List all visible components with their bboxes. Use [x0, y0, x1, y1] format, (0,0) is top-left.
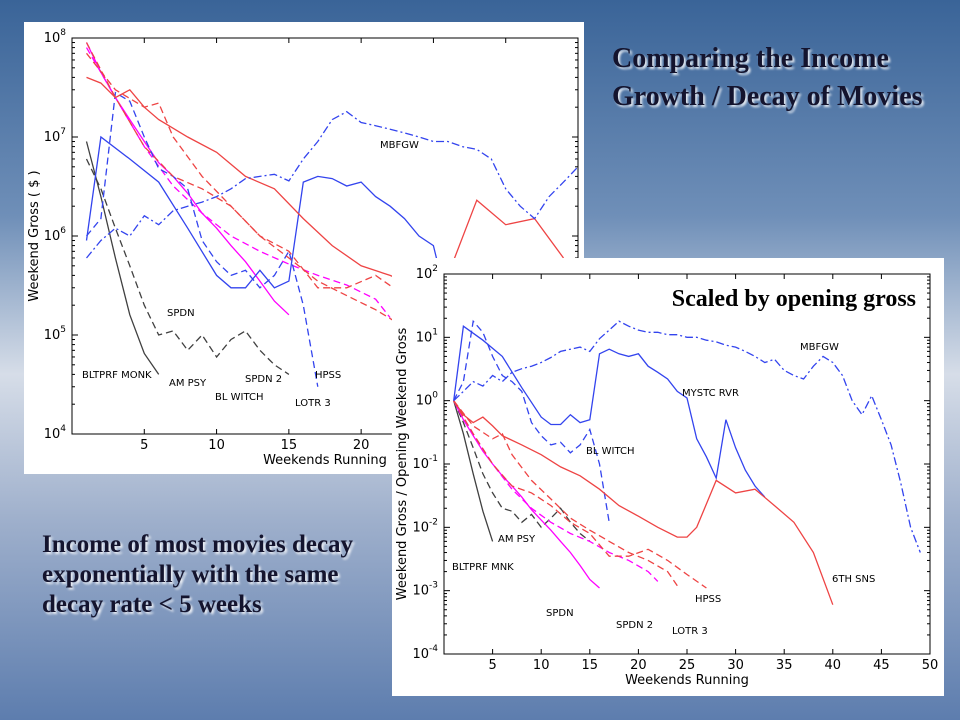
raw-gross-chart: 51015202530104105106107108Weekends Runni… — [27, 28, 579, 468]
y-axis-label: Weekend Gross / Opening Weekend Gross — [395, 328, 410, 601]
x-tick-label: 5 — [488, 658, 496, 673]
scaled-gross-chart-panel: 5 10 15 20 25 30 35 40 45 50 10-4 10-3 10-2 10-1 100 10… — [392, 258, 944, 696]
y-tick-label: 101 — [416, 327, 438, 345]
y-tick-label: 105 — [44, 325, 66, 343]
y-tick-label: 100 — [416, 391, 439, 409]
series-label-spdn-2: SPDN 2 — [616, 620, 653, 631]
x-tick-label: 30 — [727, 658, 744, 673]
y-tick-label: 107 — [44, 127, 66, 145]
series-label-spdn-2: SPDN 2 — [245, 374, 282, 385]
x-tick-label: 10 — [208, 438, 225, 453]
series-line-spdn — [453, 400, 600, 589]
series-label-bl-witch: BL WITCH — [586, 446, 634, 457]
series-label-6th-sns: 6TH SNS — [832, 574, 875, 585]
series-label-mbfgw: MBFGW — [380, 140, 419, 151]
series-label-am-psy: AM PSY — [498, 534, 536, 545]
y-tick-label: 10-1 — [412, 454, 438, 472]
y-tick-label: 108 — [44, 28, 67, 46]
series-label-bltprf-mnk: BLTPRF MNK — [452, 562, 514, 573]
raw-gross-chart-panel: 51015202530104105106107108Weekends Runni… — [24, 22, 584, 474]
x-axis-label: Weekends Running — [263, 453, 387, 468]
series-line-mbfgw — [453, 320, 921, 553]
series-label-hpss: HPSS — [315, 370, 341, 381]
x-tick-label: 40 — [825, 658, 842, 673]
series-label-mbfgw: MBFGW — [800, 342, 839, 353]
y-tick-label: 106 — [44, 226, 67, 244]
series-label-bl-witch: BL WITCH — [215, 392, 263, 403]
series-line-mbfgw — [85, 110, 579, 259]
slide-note: Income of most movies decay exponentiall… — [42, 531, 354, 618]
series-line-6th-sns — [86, 76, 565, 289]
slide-title: Comparing the Income Growth / Decay of M… — [612, 43, 923, 112]
y-tick-label: 104 — [44, 424, 67, 442]
series-line-bl-witch — [453, 319, 610, 523]
x-tick-label: 35 — [776, 658, 793, 673]
x-tick-label: 15 — [582, 658, 599, 673]
series-label-bltprf-monk: BLTPRF MONK — [82, 370, 152, 381]
x-tick-label: 20 — [353, 438, 370, 453]
x-axis-label: Weekends Running — [625, 673, 749, 688]
series-line-am-psy — [85, 158, 290, 375]
series-line-spdn-2 — [85, 47, 391, 319]
chart-subtitle: Scaled by opening gross — [672, 286, 916, 312]
scaled-gross-chart: 5 10 15 20 25 30 35 40 45 50 10-4 10-3 10-2 10-1 100 10… — [395, 264, 939, 688]
series-label-lotr-3: LOTR 3 — [295, 398, 331, 409]
y-tick-label: 102 — [416, 264, 438, 282]
series-label-am-psy: AM PSY — [169, 378, 207, 389]
series-line-bltprf-mnk — [453, 400, 494, 542]
series-label-spdn: SPDN — [546, 608, 574, 619]
x-tick-label: 50 — [922, 658, 939, 673]
y-tick-label: 10-3 — [412, 581, 438, 599]
series-line-spdn-2 — [453, 400, 659, 582]
series-line-bl-witch — [85, 91, 319, 387]
x-tick-label: 15 — [281, 438, 298, 453]
y-tick-label: 10-2 — [412, 517, 438, 535]
x-tick-label: 20 — [630, 658, 647, 673]
series-line-hpss — [85, 42, 463, 336]
series-line-bltprf-monk — [85, 141, 160, 375]
series-line-mystc-rvr — [453, 325, 766, 498]
series-line-hpss — [453, 400, 707, 589]
y-axis-label: Weekend Gross ( $ ) — [27, 170, 42, 301]
series-line-6th-sns — [453, 400, 834, 605]
x-tick-label: 10 — [533, 658, 550, 673]
series-line-am-psy — [453, 400, 591, 542]
series-line-lotr-3 — [453, 400, 678, 587]
x-tick-label: 5 — [140, 438, 148, 453]
series-label-lotr-3: LOTR 3 — [672, 626, 708, 637]
x-tick-label: 25 — [679, 658, 696, 673]
series-label-hpss: HPSS — [695, 594, 721, 605]
series-line-spdn — [85, 42, 290, 316]
x-tick-label: 45 — [873, 658, 890, 673]
y-tick-label: 10-4 — [412, 644, 438, 662]
series-group — [453, 319, 921, 605]
plot-frame — [443, 273, 931, 655]
series-label-spdn: SPDN — [167, 308, 195, 319]
series-label-mystc-rvr: MYSTC RVR — [682, 388, 739, 399]
